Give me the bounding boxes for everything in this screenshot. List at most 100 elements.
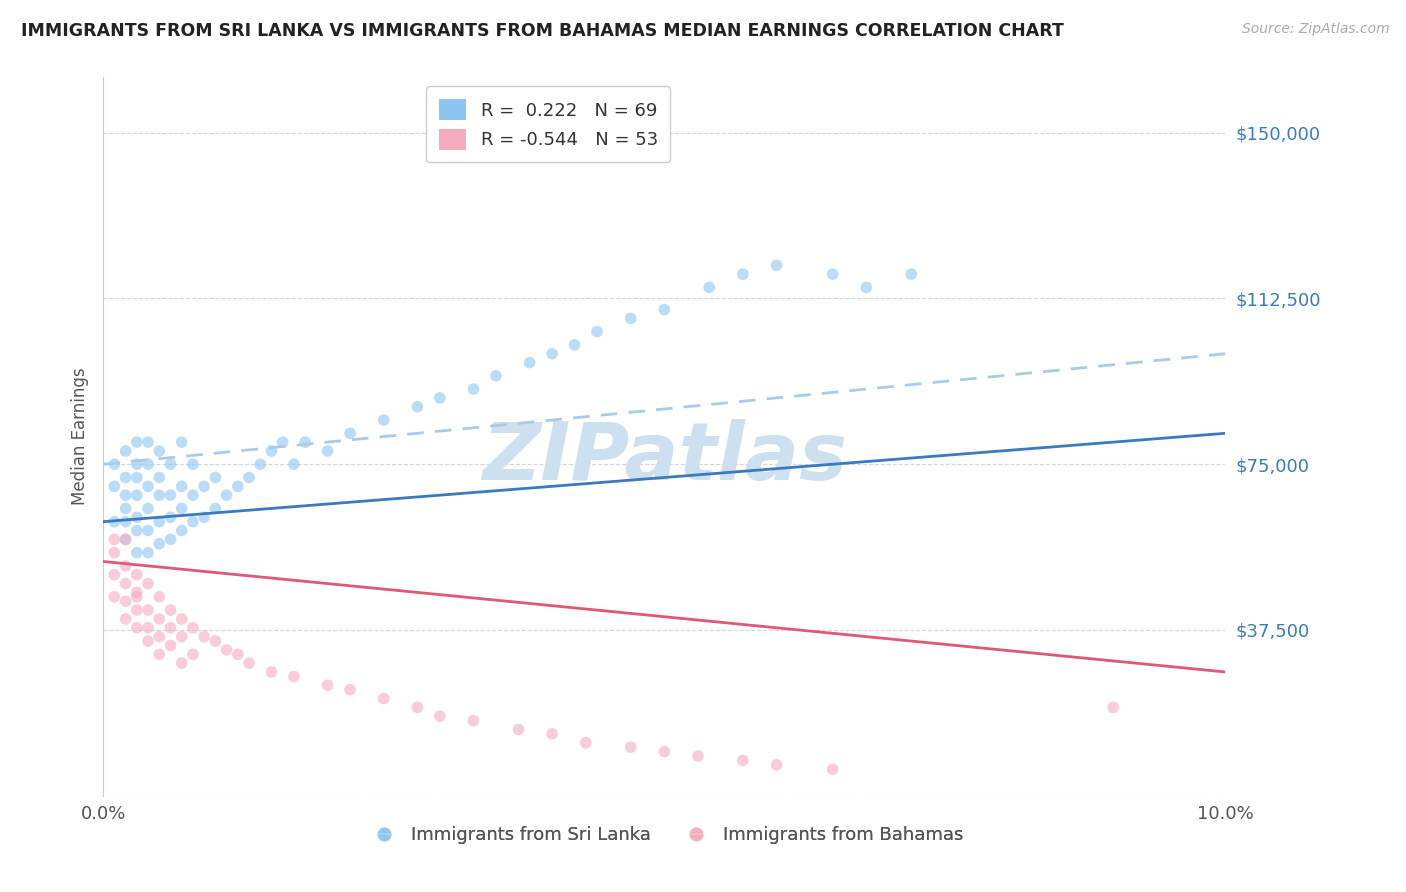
Point bbox=[114, 470, 136, 484]
Point bbox=[125, 457, 148, 471]
Point bbox=[125, 585, 148, 599]
Point bbox=[541, 727, 564, 741]
Point bbox=[114, 515, 136, 529]
Text: Source: ZipAtlas.com: Source: ZipAtlas.com bbox=[1241, 22, 1389, 37]
Point bbox=[103, 457, 125, 471]
Point bbox=[226, 648, 249, 662]
Point bbox=[406, 400, 429, 414]
Point bbox=[170, 656, 193, 670]
Point bbox=[136, 457, 159, 471]
Point bbox=[103, 590, 125, 604]
Point bbox=[114, 444, 136, 458]
Point bbox=[339, 426, 361, 441]
Point bbox=[148, 515, 170, 529]
Point bbox=[103, 546, 125, 560]
Point bbox=[114, 576, 136, 591]
Point bbox=[103, 515, 125, 529]
Point bbox=[114, 594, 136, 608]
Text: ZIPatlas: ZIPatlas bbox=[482, 419, 846, 497]
Point bbox=[125, 603, 148, 617]
Point bbox=[114, 533, 136, 547]
Point bbox=[136, 435, 159, 450]
Point bbox=[193, 510, 215, 524]
Point bbox=[148, 630, 170, 644]
Point bbox=[159, 639, 181, 653]
Point bbox=[508, 723, 530, 737]
Point bbox=[125, 590, 148, 604]
Point bbox=[238, 656, 260, 670]
Point bbox=[575, 736, 598, 750]
Point bbox=[148, 470, 170, 484]
Point bbox=[148, 444, 170, 458]
Point bbox=[148, 648, 170, 662]
Point bbox=[283, 457, 305, 471]
Point bbox=[114, 488, 136, 502]
Point bbox=[316, 444, 339, 458]
Point bbox=[125, 510, 148, 524]
Point bbox=[114, 501, 136, 516]
Point bbox=[114, 533, 136, 547]
Point bbox=[181, 488, 204, 502]
Point bbox=[519, 355, 541, 369]
Point bbox=[900, 267, 922, 281]
Point bbox=[294, 435, 316, 450]
Point bbox=[170, 524, 193, 538]
Point bbox=[620, 311, 643, 326]
Point bbox=[136, 546, 159, 560]
Point bbox=[686, 749, 709, 764]
Point bbox=[586, 325, 609, 339]
Point bbox=[103, 567, 125, 582]
Point bbox=[114, 558, 136, 573]
Point bbox=[271, 435, 294, 450]
Point bbox=[249, 457, 271, 471]
Point bbox=[821, 267, 844, 281]
Point bbox=[170, 612, 193, 626]
Point bbox=[373, 413, 395, 427]
Point bbox=[855, 280, 877, 294]
Point bbox=[215, 643, 238, 657]
Point bbox=[170, 479, 193, 493]
Point bbox=[148, 612, 170, 626]
Point bbox=[125, 488, 148, 502]
Point bbox=[339, 682, 361, 697]
Point bbox=[765, 258, 787, 272]
Point bbox=[652, 302, 675, 317]
Point bbox=[114, 612, 136, 626]
Point bbox=[136, 479, 159, 493]
Legend: Immigrants from Sri Lanka, Immigrants from Bahamas: Immigrants from Sri Lanka, Immigrants fr… bbox=[359, 819, 970, 851]
Point bbox=[125, 435, 148, 450]
Point bbox=[193, 479, 215, 493]
Point bbox=[260, 444, 283, 458]
Point bbox=[620, 740, 643, 755]
Point bbox=[103, 479, 125, 493]
Point bbox=[463, 714, 485, 728]
Point bbox=[260, 665, 283, 679]
Point bbox=[316, 678, 339, 692]
Point bbox=[429, 709, 451, 723]
Point bbox=[136, 634, 159, 648]
Point bbox=[181, 621, 204, 635]
Point bbox=[125, 567, 148, 582]
Point bbox=[125, 546, 148, 560]
Point bbox=[406, 700, 429, 714]
Point bbox=[181, 515, 204, 529]
Point bbox=[204, 501, 226, 516]
Point bbox=[215, 488, 238, 502]
Point bbox=[283, 669, 305, 683]
Point bbox=[373, 691, 395, 706]
Point bbox=[103, 533, 125, 547]
Point bbox=[821, 762, 844, 776]
Point bbox=[159, 457, 181, 471]
Point bbox=[159, 621, 181, 635]
Point bbox=[170, 630, 193, 644]
Point bbox=[159, 533, 181, 547]
Point bbox=[159, 488, 181, 502]
Point bbox=[136, 621, 159, 635]
Point bbox=[564, 338, 586, 352]
Point bbox=[204, 470, 226, 484]
Point bbox=[541, 347, 564, 361]
Point bbox=[485, 368, 508, 383]
Point bbox=[181, 648, 204, 662]
Point bbox=[204, 634, 226, 648]
Y-axis label: Median Earnings: Median Earnings bbox=[72, 368, 89, 506]
